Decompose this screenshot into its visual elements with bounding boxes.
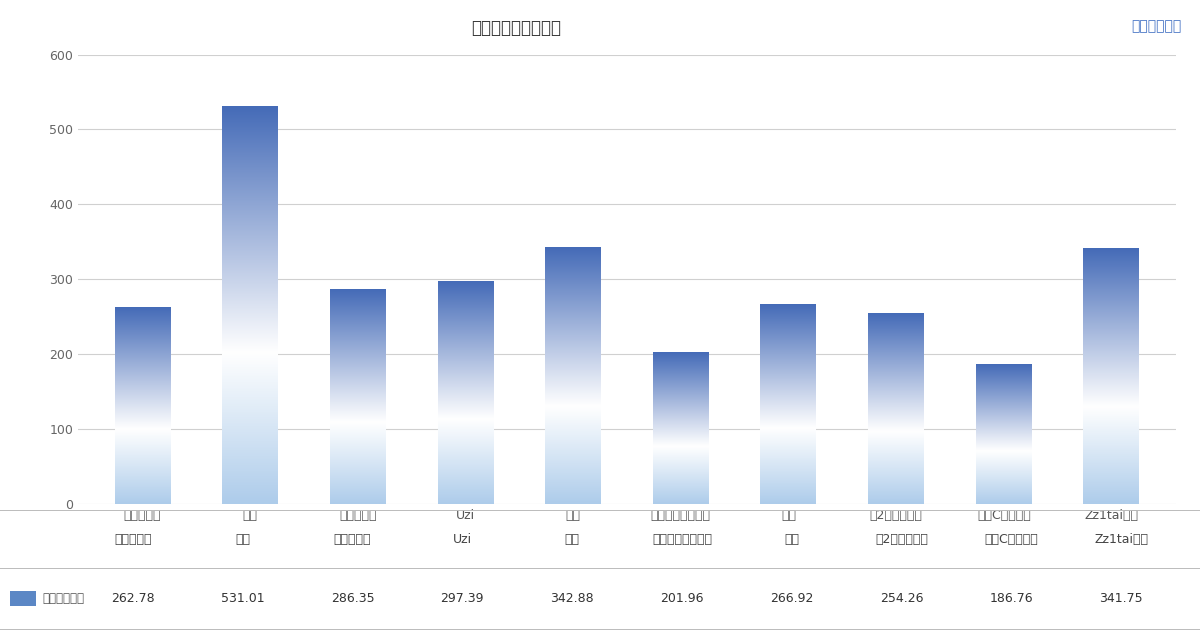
Text: 341.75: 341.75 xyxy=(1099,592,1142,605)
Text: 262.78: 262.78 xyxy=(112,592,155,605)
Text: Uzi: Uzi xyxy=(452,533,472,546)
Text: 日均人气热度: 日均人气热度 xyxy=(42,592,84,605)
Text: 智勤勤勤勤: 智勤勤勤勤 xyxy=(334,533,371,546)
Text: 186.76: 186.76 xyxy=(990,592,1033,605)
Text: 254.26: 254.26 xyxy=(880,592,923,605)
Text: 201.96: 201.96 xyxy=(660,592,703,605)
Text: 不2不叫周淑怡: 不2不叫周淑怡 xyxy=(875,533,928,546)
Bar xyxy=(10,591,36,606)
Text: 286.35: 286.35 xyxy=(331,592,374,605)
Text: 531.01: 531.01 xyxy=(221,592,264,605)
Text: 266.92: 266.92 xyxy=(770,592,814,605)
Text: 数据来源：头榜数据: 数据来源：头榜数据 xyxy=(470,19,562,37)
Text: 卡尔: 卡尔 xyxy=(235,533,251,546)
Text: 342.88: 342.88 xyxy=(551,592,594,605)
Text: 297.39: 297.39 xyxy=(440,592,484,605)
Text: 神超: 神超 xyxy=(565,533,580,546)
Text: 洞主丨歌神洞庭湖: 洞主丨歌神洞庭湖 xyxy=(652,533,712,546)
Text: 疆男: 疆男 xyxy=(785,533,799,546)
Text: 东北大鹌鹑: 东北大鹌鹑 xyxy=(114,533,151,546)
Text: 余小C真的很强: 余小C真的很强 xyxy=(984,533,1038,546)
Text: Zz1tai姿态: Zz1tai姿态 xyxy=(1094,533,1148,546)
Text: 单位：（万）: 单位：（万） xyxy=(1132,19,1182,33)
